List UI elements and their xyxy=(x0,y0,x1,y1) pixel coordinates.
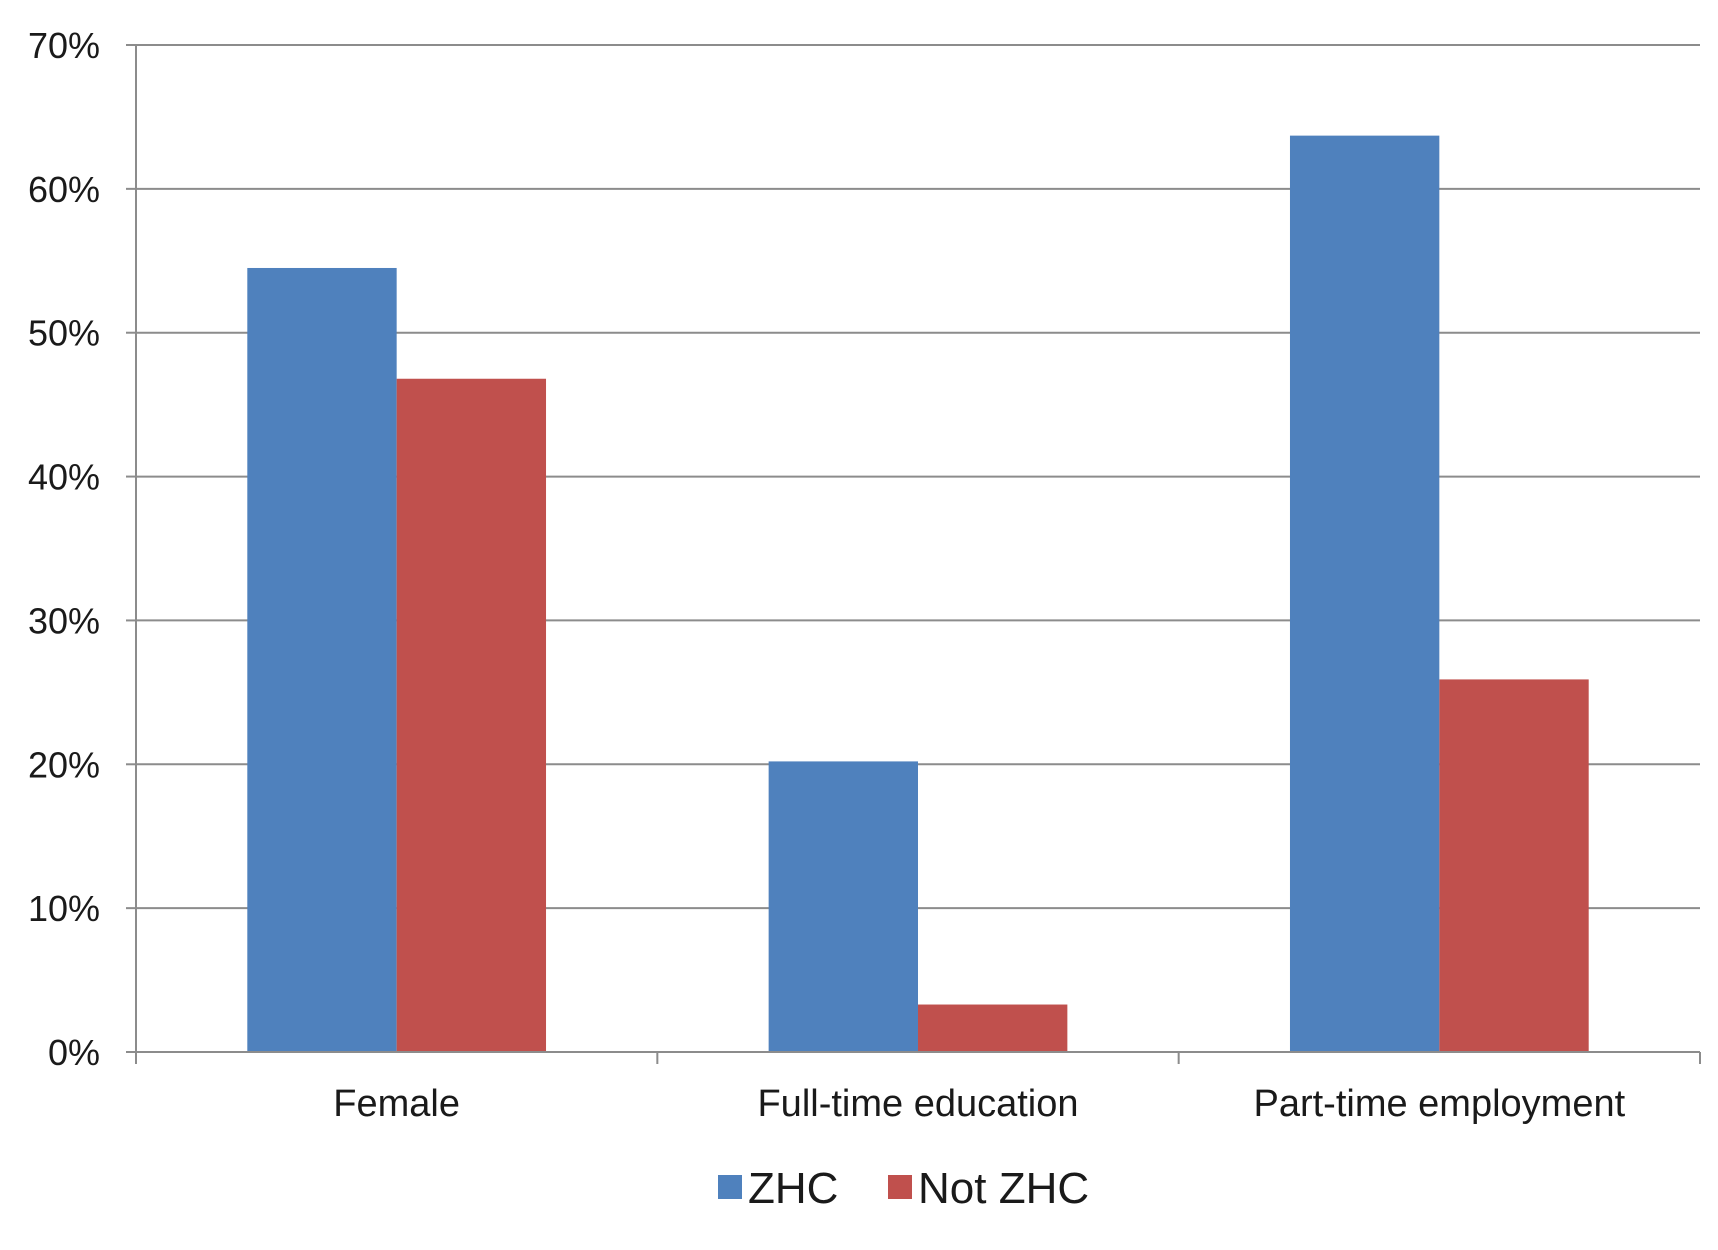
y-tick-labels: 0% 10% 20% 30% 40% 50% 60% 70% xyxy=(28,25,100,1073)
bar-zhc-female xyxy=(247,267,397,1052)
y-tick-label: 10% xyxy=(28,888,100,929)
x-category-label: Part-time employment xyxy=(1253,1083,1625,1125)
legend-swatch xyxy=(888,1175,912,1199)
bar-zhc-full-time-education xyxy=(768,761,918,1052)
bar-not-zhc-part-time-employment xyxy=(1439,679,1589,1052)
legend-swatch xyxy=(718,1175,742,1199)
axes xyxy=(126,44,1701,1064)
bar-zhc-part-time-employment xyxy=(1289,135,1440,1052)
legend-label: Not ZHC xyxy=(918,1164,1089,1213)
bars xyxy=(247,135,1589,1053)
legend: ZHC Not ZHC xyxy=(718,1164,1089,1213)
y-tick-label: 0% xyxy=(48,1032,100,1073)
x-category-label: Female xyxy=(333,1083,460,1125)
y-tick-label: 70% xyxy=(28,25,100,66)
y-tick-label: 40% xyxy=(28,457,100,498)
legend-label: ZHC xyxy=(748,1164,838,1213)
bar-not-zhc-full-time-education xyxy=(918,1004,1068,1052)
x-category-label: Full-time education xyxy=(757,1083,1078,1125)
x-category-labels: Female Full-time education Part-time emplo… xyxy=(333,1083,1625,1125)
y-tick-label: 30% xyxy=(28,600,100,641)
y-tick-label: 20% xyxy=(28,744,100,785)
y-tick-label: 50% xyxy=(28,313,100,354)
y-tick-label: 60% xyxy=(28,169,100,210)
bar-not-zhc-female xyxy=(396,378,547,1053)
